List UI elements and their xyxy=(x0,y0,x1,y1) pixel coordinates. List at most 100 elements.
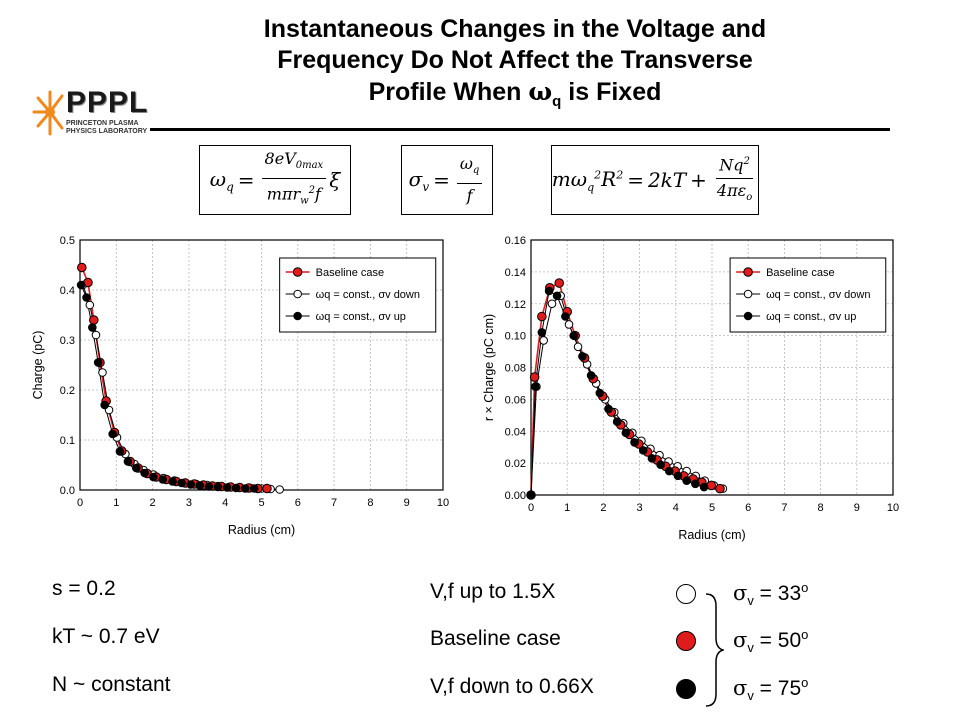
data-point xyxy=(123,457,133,466)
sigma-v-33: σv = 33o xyxy=(733,580,809,609)
data-point xyxy=(77,262,87,273)
data-point xyxy=(578,352,587,361)
equation-omega-q: ωq = 8eV0max mπrw2f ξ xyxy=(199,145,351,215)
data-point xyxy=(213,482,223,492)
charge-profile-chart: 0 1 2 3 4 5 6 7 8 9 10 0.0 0.1 0.2 0.3 0.4 0.5 Radius (cm… xyxy=(31,235,449,537)
data-point xyxy=(76,280,86,290)
legend-label: ωq = const., σv up xyxy=(766,311,856,323)
data-point xyxy=(552,291,562,301)
param-s: s = 0.2 xyxy=(52,577,116,600)
x-tick-label: 3 xyxy=(186,497,192,509)
legend-box xyxy=(279,257,437,333)
data-point xyxy=(561,312,570,321)
data-point xyxy=(186,480,196,489)
data-point xyxy=(656,460,665,470)
x-tick-label: 1 xyxy=(113,497,119,509)
x-tick-label: 3 xyxy=(637,502,643,514)
y-axis-label: Charge (pC) xyxy=(31,331,45,400)
data-point xyxy=(699,482,709,492)
y-tick-label: 0.14 xyxy=(505,267,526,279)
y-tick-label: 0.04 xyxy=(505,426,526,438)
title-line-3: Profile When ωq is Fixed xyxy=(368,77,662,110)
legend-marker xyxy=(743,267,753,277)
data-point xyxy=(573,342,583,352)
x-tick-label: 10 xyxy=(437,497,449,509)
x-tick-label: 7 xyxy=(331,497,337,509)
data-point xyxy=(612,417,622,426)
data-point xyxy=(526,490,536,500)
x-tick-label: 4 xyxy=(222,497,228,509)
data-point xyxy=(691,479,700,489)
case-down: V,f down to 0.66X xyxy=(430,675,594,698)
data-point xyxy=(131,463,141,473)
x-tick-label: 4 xyxy=(673,502,679,514)
open-circle-marker-icon xyxy=(676,584,696,604)
y-tick-label: 0.2 xyxy=(60,385,75,397)
title-line-1: Instantaneous Changes in the Voltage and xyxy=(263,15,767,43)
data-point xyxy=(715,483,725,494)
legend-label: ωq = const., σv up xyxy=(316,311,406,323)
x-tick-label: 9 xyxy=(404,497,410,509)
data-point xyxy=(569,331,579,340)
title-rule xyxy=(150,128,890,131)
y-tick-label: 0.02 xyxy=(505,458,526,470)
x-tick-label: 5 xyxy=(709,502,715,514)
x-tick-label: 2 xyxy=(150,497,156,509)
r-charge-profile-chart: 0 1 2 3 4 5 6 7 8 9 10 0.00 0.02 0.04 0.06 0.08 0.10 0.12… xyxy=(482,235,899,542)
data-point xyxy=(168,477,177,486)
x-axis-label: Radius (cm) xyxy=(678,528,745,542)
equation-sigma-v: σv = ωq f xyxy=(401,145,493,215)
data-point xyxy=(93,358,103,367)
sigma-v-50: σv = 50o xyxy=(733,627,809,656)
equation-balance: mωq2R2 = 2kT + Nq2 4πεo xyxy=(551,145,759,215)
x-tick-label: 2 xyxy=(600,502,606,514)
param-kt: kT ~ 0.7 eV xyxy=(52,625,160,648)
data-point xyxy=(262,483,272,494)
data-point xyxy=(249,484,259,493)
data-point xyxy=(706,480,717,491)
y-tick-label: 0.3 xyxy=(60,335,75,347)
data-point xyxy=(531,382,540,391)
data-point xyxy=(231,483,241,493)
y-tick-label: 0.08 xyxy=(505,363,526,375)
case-baseline: Baseline case xyxy=(430,627,561,650)
data-point xyxy=(85,300,95,310)
data-point xyxy=(204,482,214,491)
logo-subtitle: PRINCETON PLASMA PHYSICS LABORATORY xyxy=(66,120,148,135)
data-point xyxy=(621,428,631,438)
y-tick-label: 0.4 xyxy=(60,285,75,297)
legend-label: ωq = const., σv down xyxy=(766,289,870,301)
y-tick-label: 0.0 xyxy=(60,485,75,497)
data-point xyxy=(537,328,547,337)
x-tick-label: 10 xyxy=(887,502,899,514)
black-circle-marker-icon xyxy=(676,679,696,699)
data-point xyxy=(98,368,107,377)
data-point xyxy=(88,315,99,325)
legend-marker xyxy=(293,289,302,299)
legend-box xyxy=(729,257,887,333)
data-point xyxy=(140,468,149,478)
sigma-v-75: σv = 75o xyxy=(733,675,809,704)
data-point xyxy=(604,404,613,414)
x-tick-label: 1 xyxy=(564,502,570,514)
x-tick-label: 8 xyxy=(818,502,824,514)
x-tick-label: 7 xyxy=(781,502,787,514)
y-tick-label: 0.06 xyxy=(505,394,526,406)
data-point xyxy=(586,371,596,380)
data-point xyxy=(647,454,657,463)
legend-marker xyxy=(743,311,753,321)
data-point xyxy=(595,388,605,398)
data-point xyxy=(177,478,186,488)
data-point xyxy=(673,471,683,481)
data-point xyxy=(195,481,205,490)
param-n: N ~ constant xyxy=(52,673,171,696)
data-point xyxy=(664,466,674,476)
data-point xyxy=(537,311,547,322)
right-brace-icon xyxy=(705,593,724,707)
data-point xyxy=(564,320,574,329)
data-point xyxy=(82,293,91,302)
data-point xyxy=(630,438,639,447)
y-tick-label: 0.5 xyxy=(60,235,75,247)
plot-frame xyxy=(530,239,894,496)
y-tick-label: 0.1 xyxy=(60,435,75,447)
